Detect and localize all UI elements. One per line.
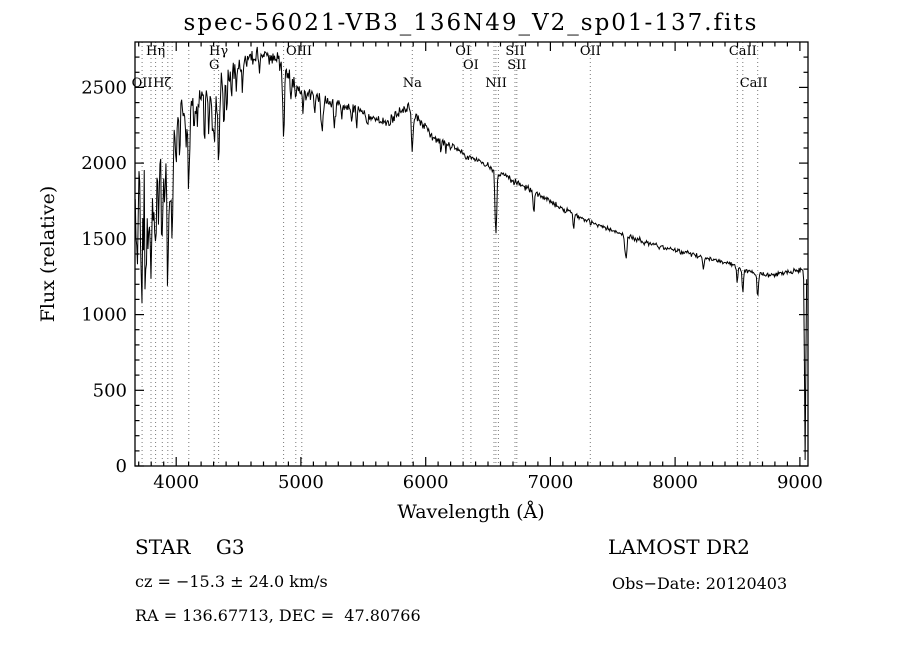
y-tick-label: 1500: [81, 229, 127, 250]
coordinates-value: RA = 136.67713, DEC = 47.80766: [135, 606, 421, 625]
y-tick-label: 500: [93, 380, 127, 401]
y-tick-label: 0: [116, 456, 127, 477]
line-label-na: Na: [403, 76, 422, 91]
tick-labels-group: 4000 5000 6000 7000 8000 9000 0 500 1000 1500 2000…: [81, 77, 823, 493]
obs-date-value: Obs−Date: 20120403: [612, 574, 788, 593]
line-label-oi: OI: [455, 44, 471, 59]
spectral-line-markers-group: [141, 42, 759, 466]
y-tick-label: 2000: [81, 153, 127, 174]
line-label-caii: CaII: [740, 76, 768, 91]
x-tick-label: 4000: [153, 472, 199, 493]
line-label-hη: Hη: [146, 44, 165, 59]
spectrum-trace: [134, 46, 808, 461]
radial-velocity-value: cz = −15.3 ± 24.0 km/s: [135, 572, 328, 591]
x-tick-label: 7000: [527, 472, 573, 493]
line-label-nii: NII: [485, 76, 507, 91]
x-axis-label: Wavelength (Å): [397, 501, 544, 523]
line-label-sii: SII: [505, 44, 524, 59]
y-tick-label: 2500: [81, 77, 127, 98]
x-tick-label: 8000: [652, 472, 698, 493]
line-label-hγ: Hγ: [209, 44, 228, 59]
line-label-g: G: [209, 58, 219, 73]
line-label-oii: OII: [580, 44, 601, 59]
x-tick-label: 9000: [777, 472, 823, 493]
x-tick-label: 6000: [403, 472, 449, 493]
axes-group: [134, 41, 809, 467]
line-label-hζ: Hζ: [153, 76, 171, 91]
line-label-oiii: OIII: [286, 44, 312, 59]
plot-frame: [134, 41, 809, 467]
plot-title: spec-56021-VB3_136N49_V2_sp01-137.fits: [184, 10, 759, 36]
y-axis-label: Flux (relative): [37, 186, 59, 323]
line-label-sii: SII: [507, 58, 526, 73]
y-tick-label: 1000: [81, 305, 127, 326]
line-label-caii: CaII: [729, 44, 757, 59]
object-class-label: STAR G3: [135, 535, 245, 559]
survey-release-label: LAMOST DR2: [608, 535, 750, 559]
line-label-oi: OI: [463, 58, 479, 73]
x-tick-label: 5000: [278, 472, 324, 493]
